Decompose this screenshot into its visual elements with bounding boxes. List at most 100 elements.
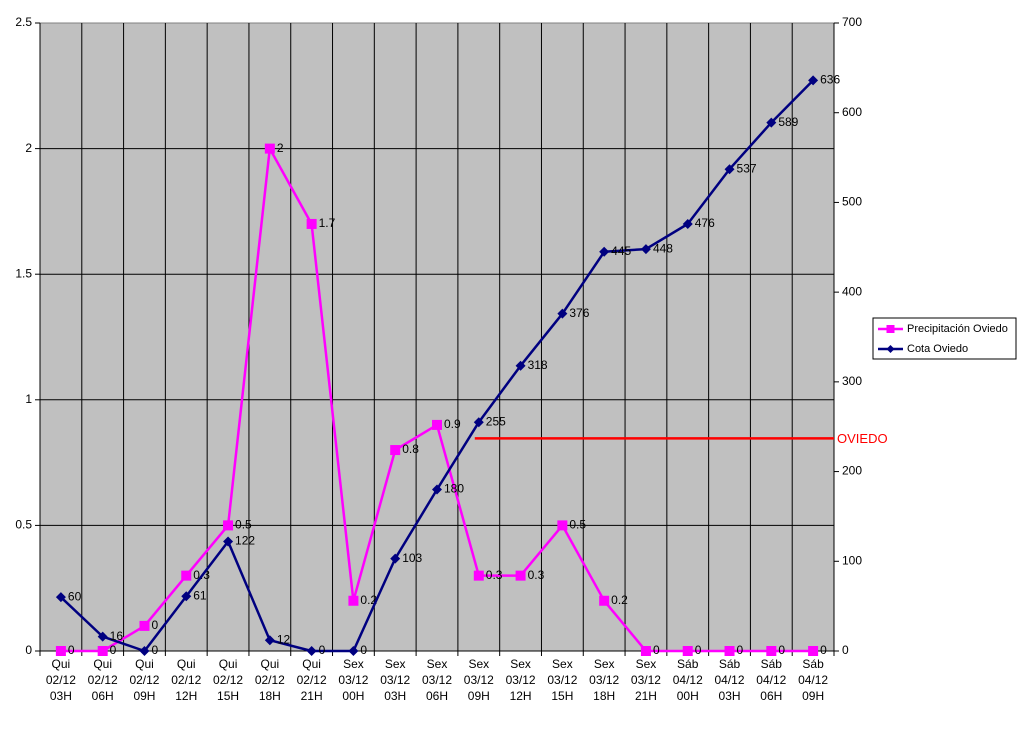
data-label: 61 bbox=[193, 588, 207, 602]
x-tick-label: 15H bbox=[551, 689, 573, 703]
data-point bbox=[473, 570, 484, 581]
data-label: 0 bbox=[820, 643, 827, 657]
legend-entry-label: Cota Oviedo bbox=[907, 343, 968, 355]
x-tick-label: Qui bbox=[302, 657, 321, 671]
x-tick-label: 02/12 bbox=[46, 673, 76, 687]
x-tick-label: Sex bbox=[385, 657, 406, 671]
x-tick-label: 09H bbox=[802, 689, 824, 703]
data-label: 16 bbox=[110, 629, 124, 643]
data-point bbox=[264, 143, 275, 154]
x-tick-label: Sáb bbox=[802, 657, 824, 671]
x-tick-label: Qui bbox=[93, 657, 112, 671]
x-tick-label: 04/12 bbox=[673, 673, 703, 687]
x-tick-label: 03H bbox=[384, 689, 406, 703]
y-tick-label-left: 0 bbox=[25, 643, 32, 657]
x-tick-label: 18H bbox=[259, 689, 281, 703]
x-tick-label: 02/12 bbox=[171, 673, 201, 687]
reference-line-group: OVIEDO bbox=[474, 431, 888, 446]
data-label: 448 bbox=[653, 241, 673, 255]
x-tick-label: Sex bbox=[636, 657, 657, 671]
data-point bbox=[724, 164, 735, 175]
legend-swatch-marker bbox=[886, 325, 895, 333]
data-point bbox=[682, 218, 693, 229]
data-point bbox=[557, 308, 568, 319]
legend-box bbox=[872, 317, 1017, 360]
x-tick-label: 21H bbox=[301, 689, 323, 703]
data-point bbox=[599, 246, 610, 257]
x-tick-label: 03/12 bbox=[422, 673, 452, 687]
data-point bbox=[223, 536, 234, 547]
y-tick-label-left: 1 bbox=[25, 392, 32, 406]
data-label: 103 bbox=[402, 551, 422, 565]
x-tick-label: 03H bbox=[50, 689, 72, 703]
x-tick-label: 04/12 bbox=[798, 673, 828, 687]
y-tick-label-right: 400 bbox=[842, 284, 862, 298]
data-point bbox=[473, 417, 484, 428]
data-label: 0 bbox=[778, 643, 785, 657]
x-tick-label: 02/12 bbox=[255, 673, 285, 687]
data-label: 0 bbox=[319, 643, 326, 657]
y-tick-label-right: 0 bbox=[842, 643, 849, 657]
x-tick-label: 06H bbox=[92, 689, 114, 703]
x-tick-label: 06H bbox=[760, 689, 782, 703]
x-tick-label: Qui bbox=[135, 657, 154, 671]
data-label: 0 bbox=[737, 643, 744, 657]
data-label: 376 bbox=[569, 306, 589, 320]
legend-swatch-marker bbox=[886, 345, 895, 353]
x-tick-label: Qui bbox=[52, 657, 71, 671]
x-tick-label: Sex bbox=[594, 657, 615, 671]
data-label: 0 bbox=[360, 643, 367, 657]
legend: Precipitación Oviedo Cota Oviedo bbox=[872, 317, 1017, 360]
x-tick-label: 12H bbox=[175, 689, 197, 703]
y-tick-label-left: 1.5 bbox=[15, 266, 32, 280]
x-tick-label: 03H bbox=[719, 689, 741, 703]
data-label: 0 bbox=[68, 643, 75, 657]
legend-entry-label: Precipitación Oviedo bbox=[907, 323, 1008, 335]
x-tick-label: 03/12 bbox=[631, 673, 661, 687]
data-point bbox=[432, 419, 442, 430]
series-group: 0 000.30.521.70.20.80.90.3 0.30.50.20 0 0 0 06… bbox=[55, 73, 840, 657]
data-point bbox=[390, 553, 401, 564]
y-tick-label-left: 2.5 bbox=[15, 15, 32, 29]
x-tick-label: 03/12 bbox=[380, 673, 410, 687]
x-tick-label: Sex bbox=[510, 657, 531, 671]
series-0: 0 000.30.521.70.20.80.90.3 0.30.50.20 0 0 0 0 bbox=[55, 141, 827, 657]
data-label: 589 bbox=[778, 115, 798, 129]
data-label: 0.2 bbox=[611, 593, 628, 607]
x-tick-label: Sáb bbox=[761, 657, 783, 671]
x-tick-label: Sáb bbox=[719, 657, 741, 671]
y-tick-label-right: 500 bbox=[842, 195, 862, 209]
data-point bbox=[348, 646, 359, 656]
data-point bbox=[682, 646, 693, 656]
x-tick-label: 00H bbox=[677, 689, 699, 703]
data-label: 0 bbox=[151, 643, 158, 657]
data-point bbox=[724, 646, 735, 656]
x-tick-label: Sex bbox=[468, 657, 489, 671]
data-point bbox=[390, 445, 401, 456]
data-point bbox=[348, 595, 359, 606]
y-tick-label-left: 2 bbox=[25, 141, 32, 155]
data-point bbox=[599, 595, 610, 606]
y-tick-label-right: 600 bbox=[842, 105, 862, 119]
axes: 00.511.522.50100200300400500600700Qui02/… bbox=[15, 15, 862, 703]
x-tick-label: Qui bbox=[177, 657, 196, 671]
data-point bbox=[808, 75, 819, 86]
x-tick-label: Sáb bbox=[677, 657, 699, 671]
data-label: 318 bbox=[528, 358, 548, 372]
x-tick-label: 00H bbox=[342, 689, 364, 703]
data-point bbox=[766, 117, 777, 128]
data-point bbox=[139, 620, 150, 631]
data-point bbox=[181, 570, 192, 581]
x-tick-label: Qui bbox=[260, 657, 279, 671]
plot-area bbox=[39, 22, 835, 652]
data-label: 445 bbox=[611, 244, 631, 258]
data-point bbox=[640, 646, 651, 656]
data-point bbox=[515, 360, 526, 371]
data-label: 0 bbox=[110, 643, 117, 657]
x-tick-label: 06H bbox=[426, 689, 448, 703]
data-label: 0.3 bbox=[528, 568, 545, 582]
data-point bbox=[640, 244, 651, 255]
x-tick-label: 02/12 bbox=[129, 673, 159, 687]
